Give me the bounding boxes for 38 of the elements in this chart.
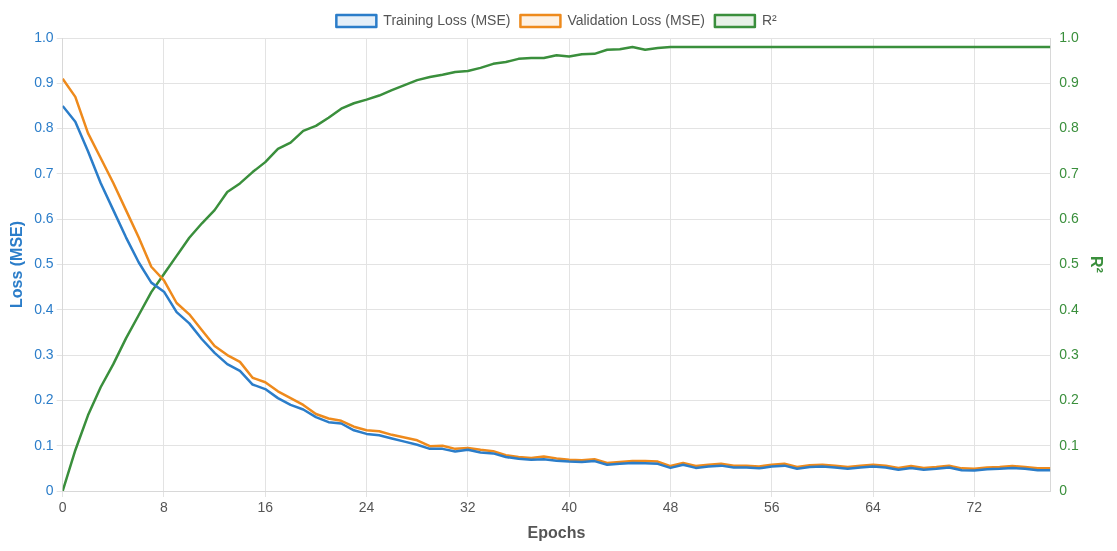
x-tick-label: 16	[257, 499, 274, 516]
x-tick-label: 48	[662, 499, 679, 516]
y2-tick-label: 0.2	[1059, 391, 1080, 408]
legend-label: R²	[761, 11, 777, 28]
y-tick-label: 0.8	[34, 119, 54, 136]
y2-tick-label: 0.8	[1059, 119, 1080, 136]
x-tick-label: 40	[561, 499, 578, 516]
y2-axis-title: R²	[1087, 256, 1105, 273]
y-tick-label: 1.0	[34, 28, 54, 45]
y-tick-label: 0.2	[34, 391, 54, 408]
y2-tick-label: 0.3	[1059, 345, 1080, 362]
x-tick-label: 24	[358, 499, 375, 516]
y2-tick-label: 0.9	[1059, 74, 1080, 91]
x-tick-label: 64	[865, 499, 882, 516]
y2-tick-label: 0.1	[1059, 436, 1080, 453]
x-tick-label: 56	[763, 499, 780, 516]
x-tick-label: 32	[460, 499, 476, 516]
y2-tick-label: 0.5	[1059, 255, 1080, 272]
y2-tick-label: 0.7	[1059, 164, 1080, 181]
y-tick-label: 0.6	[34, 210, 54, 227]
y-axis-title: Loss (MSE)	[8, 220, 26, 309]
y2-tick-label: 0.6	[1059, 210, 1080, 227]
y-tick-label: 0.7	[34, 164, 54, 181]
y2-tick-label: 0.4	[1059, 300, 1080, 317]
y2-tick-label: 1.0	[1059, 28, 1080, 45]
x-tick-label: 72	[966, 499, 983, 516]
y-tick-label: 0	[45, 481, 54, 498]
y-tick-label: 0.9	[34, 74, 54, 91]
y-tick-label: 0.4	[34, 300, 54, 317]
x-axis-title: Epochs	[527, 523, 586, 541]
legend-label: Validation Loss (MSE)	[567, 11, 705, 28]
x-tick-label: 8	[160, 499, 169, 516]
y-tick-label: 0.5	[34, 255, 54, 272]
y-tick-label: 0.1	[34, 436, 54, 453]
y2-tick-label: 0	[1059, 481, 1068, 498]
x-tick-label: 0	[58, 499, 67, 516]
legend-label: Training Loss (MSE)	[383, 11, 511, 28]
y-tick-label: 0.3	[34, 345, 54, 362]
